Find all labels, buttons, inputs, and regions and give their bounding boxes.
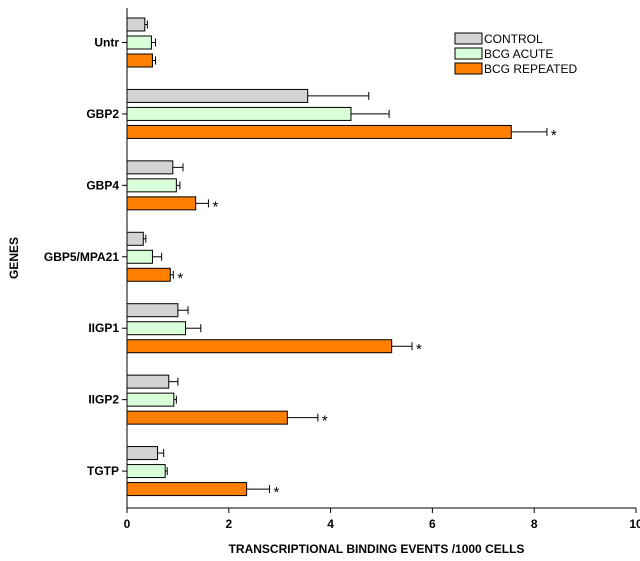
bar-gbp5-mpa21-bcg-repeated [126, 267, 171, 282]
bar-iigp1-bcg-repeated [126, 339, 393, 354]
legend-label: BCG REPEATED [484, 62, 577, 76]
bar-tgtp-bcg-repeated [126, 482, 248, 497]
y-tick-label: TGTP [87, 464, 119, 478]
bar-gbp2-bcg-repeated [126, 124, 512, 139]
y-axis-title: GENES [7, 237, 21, 279]
x-tick-label: 2 [225, 517, 232, 531]
x-tick-label: 8 [531, 517, 538, 531]
bar-gbp4-bcg-acute [126, 178, 177, 193]
bar-gbp2-control [126, 88, 309, 103]
bar-gbp5-mpa21-control [126, 231, 144, 246]
legend-swatch-control [454, 32, 483, 45]
bar-iigp2-control [126, 374, 170, 389]
y-tick-label: GBP4 [86, 178, 119, 192]
x-tick-label: 6 [429, 517, 436, 531]
legend-swatch-bcg-repeated [454, 62, 483, 75]
bar-iigp2-bcg-acute [126, 392, 175, 407]
y-tick-label: GBP2 [86, 107, 119, 121]
significance-marker: * [416, 341, 422, 358]
significance-marker: * [322, 413, 328, 430]
x-tick-label: 4 [327, 517, 334, 531]
bars-layer [126, 17, 512, 497]
bar-gbp2-bcg-acute [126, 106, 352, 121]
significance-marker: * [551, 127, 557, 144]
bar-iigp2-bcg-repeated [126, 410, 288, 425]
x-axis-title: TRANSCRIPTIONAL BINDING EVENTS /1000 CEL… [229, 542, 525, 556]
bar-tgtp-bcg-acute [126, 464, 166, 479]
y-tick-label: GBP5/MPA21 [44, 250, 119, 264]
axes-layer: Untr GBP2 GBP4 GBP5/MPA21 IIGP1 IIGP2 TGTP 0 2 4 6… [44, 8, 640, 531]
bar-iigp1-control [126, 303, 179, 318]
bar-untr-bcg-repeated [126, 53, 153, 68]
y-tick-label: Untr [94, 36, 119, 50]
bar-gbp5-mpa21-bcg-acute [126, 249, 153, 264]
bar-gbp4-control [126, 160, 174, 175]
significance-marker: * [212, 198, 218, 215]
x-tick-label: 0 [124, 517, 131, 531]
legend-label: CONTROL [484, 32, 543, 46]
bar-untr-bcg-acute [126, 35, 152, 50]
bar-iigp1-bcg-acute [126, 321, 187, 336]
significance-marker: * [274, 484, 280, 501]
bar-gbp4-bcg-repeated [126, 196, 197, 211]
y-tick-label: IIGP2 [88, 393, 119, 407]
bar-untr-control [126, 17, 146, 32]
y-tick-label: IIGP1 [88, 321, 119, 335]
x-tick-label: 10 [629, 517, 640, 531]
error-bars-layer: * * * * * * [143, 20, 557, 501]
bar-tgtp-control [126, 446, 159, 461]
legend-swatch-bcg-acute [454, 47, 483, 60]
legend-label: BCG ACUTE [484, 47, 553, 61]
significance-marker: * [177, 270, 183, 287]
